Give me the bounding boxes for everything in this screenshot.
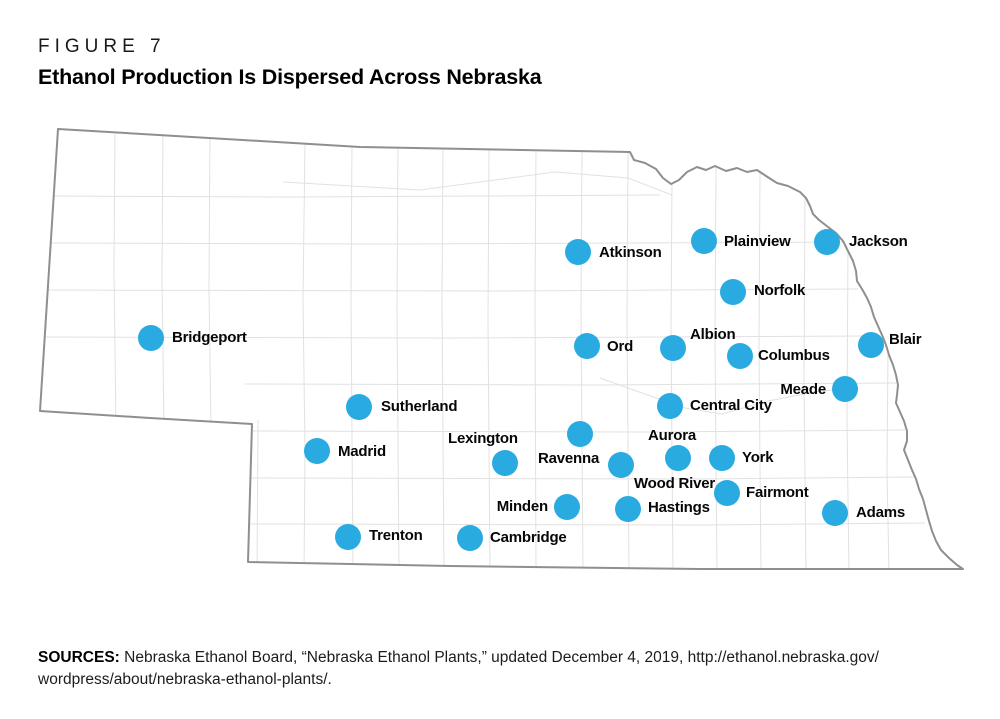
plant-dot-icon — [335, 524, 361, 550]
plant-label: Sutherland — [381, 398, 458, 415]
plant-label: Atkinson — [599, 244, 662, 261]
plant-dot-icon — [574, 333, 600, 359]
figure-kicker: FIGURE 7 — [38, 36, 166, 57]
state-outline — [39, 128, 964, 570]
plant-label: Blair — [889, 331, 922, 348]
plant-dot-icon — [615, 496, 641, 522]
plant-label: Trenton — [369, 527, 423, 544]
plant-dot-icon — [691, 228, 717, 254]
plant-dot-icon — [720, 279, 746, 305]
plant-dot-icon — [814, 229, 840, 255]
plant-label: Ravenna — [538, 450, 600, 467]
plant-label: Adams — [856, 504, 906, 521]
county-lines — [40, 129, 926, 569]
plant-label: Meade — [780, 381, 826, 398]
plant-dot-icon — [832, 376, 858, 402]
plant-dot-icon — [858, 332, 884, 358]
plant-label: Aurora — [648, 427, 696, 444]
plant-dot-icon — [304, 438, 330, 464]
plant-dot-icon — [714, 480, 740, 506]
plant-label: Plainview — [724, 233, 791, 250]
plant-label: Wood River — [634, 475, 716, 492]
sources-label: SOURCES: — [38, 648, 120, 666]
sources-line2: wordpress/about/nebraska-ethanol-plants/… — [38, 671, 332, 688]
plant-dot-icon — [567, 421, 593, 447]
plant-label: Minden — [496, 498, 548, 515]
plant-dot-icon — [660, 335, 686, 361]
plant-dot-icon — [138, 325, 164, 351]
sources-note: SOURCES: Nebraska Ethanol Board, “Nebras… — [38, 647, 948, 692]
plant-label: Norfolk — [754, 282, 806, 299]
plant-label: Albion — [690, 326, 736, 343]
plant-dot-icon — [608, 452, 634, 478]
plant-dot-icon — [346, 394, 372, 420]
plant-dot-icon — [822, 500, 848, 526]
plant-dot-icon — [727, 343, 753, 369]
plant-label: Lexington — [448, 430, 518, 447]
plant-label: Jackson — [849, 233, 908, 250]
plant-dot-icon — [457, 525, 483, 551]
plant-label: Ord — [607, 338, 634, 355]
sources-line1: Nebraska Ethanol Board, “Nebraska Ethano… — [124, 648, 879, 666]
plant-dot-icon — [492, 450, 518, 476]
plant-dot-icon — [665, 445, 691, 471]
plant-label: Bridgeport — [172, 329, 247, 346]
figure-header: FIGURE 7 Ethanol Production Is Dispersed… — [38, 36, 542, 90]
plant-label: Central City — [690, 397, 772, 414]
figure-title: Ethanol Production Is Dispersed Across N… — [38, 64, 542, 89]
plant-dot-icon — [565, 239, 591, 265]
plant-label: Fairmont — [746, 484, 809, 501]
plant-label: Columbus — [758, 347, 830, 364]
plant-label: York — [742, 449, 774, 466]
plant-label: Hastings — [648, 499, 710, 516]
plant-label: Madrid — [338, 443, 386, 460]
plant-dot-icon — [657, 393, 683, 419]
plant-label: Cambridge — [490, 529, 567, 546]
plant-dot-icon — [709, 445, 735, 471]
plant-dot-icon — [554, 494, 580, 520]
